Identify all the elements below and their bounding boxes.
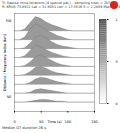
svg-text:0: 0 (116, 102, 118, 106)
svg-text:50: 50 (39, 120, 43, 124)
svg-text:1,000: 1,000 (116, 18, 119, 22)
html-text:Median DT duration 26 s: Median DT duration 26 s (2, 126, 47, 130)
svg-text:Time (s): Time (s) (46, 120, 62, 124)
svg-text:100: 100 (64, 120, 71, 124)
html-text:Tr. Sawica mine locations (4 s: Tr. Sawica mine locations (4 special pat… (2, 1, 111, 5)
svg-text:NE: NE (7, 95, 12, 99)
svg-text:Distance / Frequency Index (km: Distance / Frequency Index (km) (3, 33, 7, 90)
svg-text:0: 0 (13, 120, 15, 124)
svg-text:500: 500 (116, 60, 119, 64)
svg-text:150: 150 (91, 120, 98, 124)
html-text:R. KRUS 73.8911 Lat = 31.5051: R. KRUS 73.8911 Lat = 31.5051 Lon = 17.3… (2, 5, 120, 9)
svg-text:SW: SW (6, 19, 12, 23)
